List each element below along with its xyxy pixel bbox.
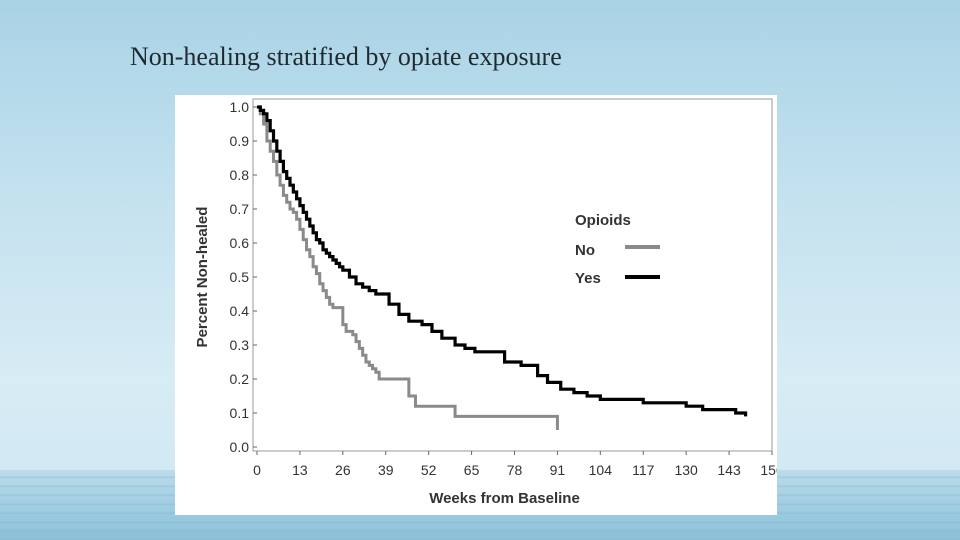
y-tick-label: 0.0 — [230, 439, 250, 455]
x-tick-label: 52 — [421, 462, 437, 478]
slide-title: Non-healing stratified by opiate exposur… — [130, 42, 562, 71]
chart-card: 0.0 0.1 0.2 0.3 0.4 0.5 0.6 0.7 0.8 0.9 1.0 0 13 26 3… — [175, 95, 777, 515]
y-tick-label: 0.1 — [230, 405, 250, 421]
y-tick-label: 0.9 — [230, 133, 250, 149]
x-tick-label: 78 — [507, 462, 523, 478]
legend-label-no: No — [575, 242, 595, 259]
legend-title: Opioids — [575, 212, 631, 229]
x-tick-label: 91 — [550, 462, 566, 478]
y-tick-label: 0.3 — [230, 337, 250, 353]
series-line-no — [257, 105, 559, 430]
y-tick-label: 0.7 — [230, 201, 250, 217]
y-tick-label: 0.5 — [230, 269, 250, 285]
y-tick-label: 0.6 — [230, 235, 250, 251]
y-tick-label: 1.0 — [230, 99, 250, 115]
x-tick-label: 13 — [292, 462, 308, 478]
x-tick-label: 156 — [760, 462, 777, 478]
x-axis-label: Weeks from Baseline — [429, 490, 580, 507]
y-tick-label: 0.4 — [230, 303, 250, 319]
series-line-yes — [257, 105, 748, 417]
y-tick-label: 0.2 — [230, 371, 250, 387]
x-tick-label: 143 — [717, 462, 741, 478]
legend: Opioids No Yes — [575, 212, 660, 287]
x-tick-label: 65 — [464, 462, 480, 478]
x-tick-label: 130 — [674, 462, 698, 478]
plot-frame — [252, 98, 773, 452]
y-axis: 0.0 0.1 0.2 0.3 0.4 0.5 0.6 0.7 0.8 0.9 1.0 — [230, 99, 257, 455]
x-tick-label: 0 — [253, 462, 261, 478]
x-tick-label: 26 — [335, 462, 351, 478]
km-chart: 0.0 0.1 0.2 0.3 0.4 0.5 0.6 0.7 0.8 0.9 1.0 0 13 26 3… — [194, 98, 777, 507]
x-tick-label: 117 — [632, 462, 655, 478]
legend-label-yes: Yes — [575, 270, 601, 287]
series-layer — [257, 105, 748, 430]
x-tick-label: 39 — [378, 462, 394, 478]
y-axis-label: Percent Non-healed — [194, 207, 211, 348]
x-tick-label: 104 — [589, 462, 613, 478]
x-axis: 0 13 26 39 52 65 78 91 104 117 130 143 156 — [253, 451, 777, 478]
y-tick-label: 0.8 — [230, 167, 250, 183]
